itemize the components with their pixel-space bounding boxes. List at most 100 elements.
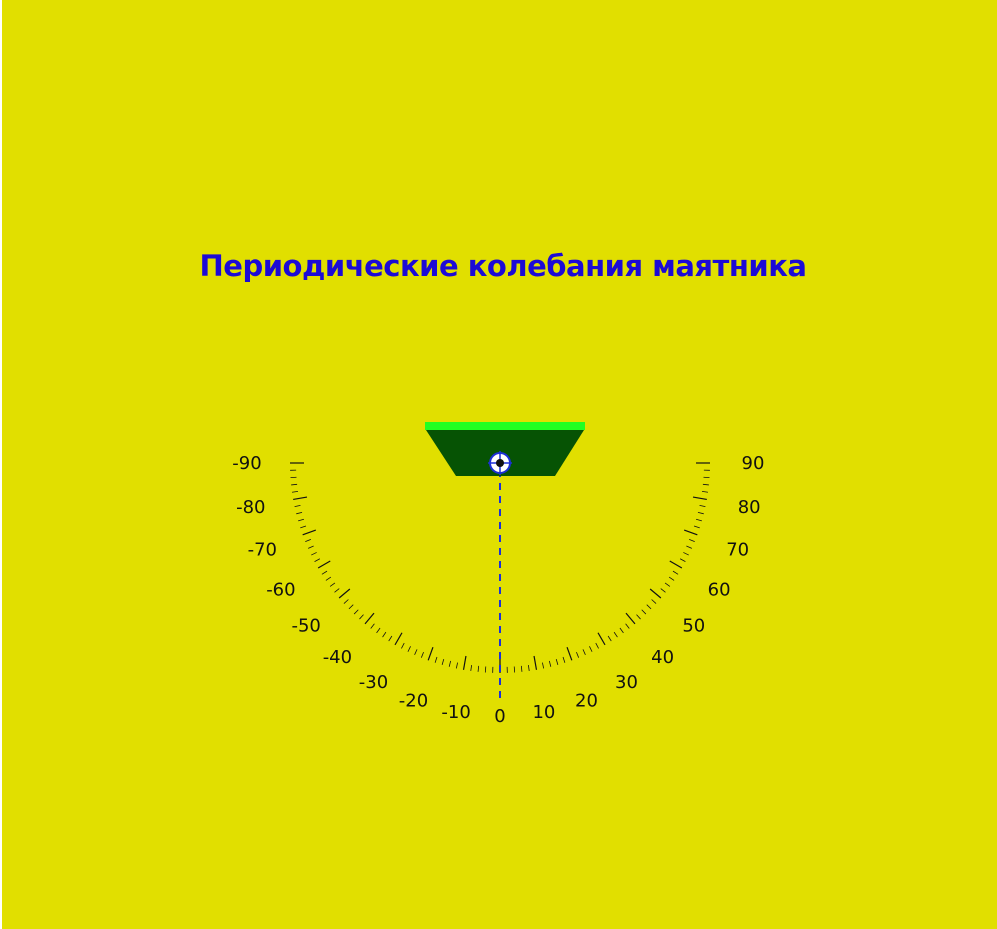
scale-minor-tick	[555, 658, 559, 665]
scale-minor-tick	[636, 614, 641, 620]
scale-label: 60	[708, 580, 731, 601]
scale-major-tick	[293, 496, 308, 501]
scale-minor-tick	[329, 582, 336, 587]
scale-minor-tick	[477, 665, 480, 672]
scale-minor-tick	[699, 505, 706, 508]
scale-label: 40	[651, 647, 674, 668]
scale-minor-tick	[359, 614, 364, 620]
scale-major-tick	[597, 632, 606, 646]
mount-top-bar	[425, 422, 585, 430]
scale-minor-tick	[305, 539, 312, 543]
scale-minor-tick	[613, 631, 618, 638]
scale-major-tick	[302, 529, 317, 536]
scale-minor-tick	[376, 627, 381, 634]
scale-minor-tick	[589, 646, 593, 652]
scale-minor-tick	[701, 490, 709, 493]
page-title: Периодические колебания маятника	[199, 249, 807, 283]
scale-minor-tick	[414, 649, 418, 656]
scale-label: 50	[682, 616, 705, 637]
scale-minor-tick	[434, 656, 438, 663]
scale-major-tick	[566, 646, 573, 661]
scale-minor-tick	[300, 525, 307, 529]
scale-label: -70	[248, 540, 277, 561]
scale-minor-tick	[311, 552, 317, 556]
scale-minor-tick	[651, 599, 657, 604]
scale-minor-tick	[619, 627, 624, 634]
scale-minor-tick	[388, 635, 393, 642]
scale-minor-tick	[348, 604, 354, 610]
scale-label: -50	[291, 616, 320, 637]
scale-minor-tick	[420, 651, 424, 658]
scale-minor-tick	[625, 623, 630, 629]
scale-minor-tick	[353, 609, 359, 615]
scale-minor-tick	[664, 582, 671, 587]
scale-minor-tick	[298, 518, 305, 522]
scale-minor-tick	[334, 588, 340, 593]
angle-scale-labels: -90 -80 -70 -60 -50-40 -30 -20 -10 0 10 20 30 40 5060…	[232, 453, 764, 727]
mount-body	[426, 430, 584, 476]
scale-major-tick	[317, 560, 331, 569]
scale-label: -60	[266, 580, 295, 601]
scale-label: 30	[615, 672, 638, 693]
scale-minor-tick	[688, 539, 695, 543]
scale-label: -40	[323, 647, 352, 668]
scale-minor-tick	[542, 662, 545, 669]
scale-minor-tick	[646, 604, 652, 610]
scale-minor-tick	[325, 576, 332, 581]
scale-minor-tick	[448, 660, 452, 667]
scale-minor-tick	[702, 483, 709, 486]
scale-minor-tick	[607, 635, 612, 642]
scale-minor-tick	[455, 662, 458, 669]
scale-minor-tick	[407, 646, 411, 652]
scale-label: 20	[575, 691, 598, 712]
scale-minor-tick	[291, 483, 298, 486]
scale-label: -10	[441, 702, 470, 723]
scale-major-tick	[364, 612, 375, 625]
scale-major-tick	[427, 646, 434, 661]
scale-minor-tick	[576, 651, 580, 658]
scale-minor-tick	[668, 576, 675, 581]
angle-scale	[290, 462, 710, 673]
scale-major-tick	[462, 655, 467, 670]
scale-minor-tick	[520, 665, 523, 672]
scale-major-tick	[338, 588, 351, 599]
scale-minor-tick	[401, 642, 405, 649]
scale-minor-tick	[693, 525, 700, 529]
scale-minor-tick	[548, 660, 552, 667]
scale-minor-tick	[686, 545, 693, 549]
scale-minor-tick	[314, 558, 321, 562]
scale-label: -20	[399, 691, 428, 712]
scale-minor-tick	[370, 623, 375, 629]
scale-minor-tick	[296, 511, 303, 515]
scale-label: 10	[532, 702, 555, 723]
scale-minor-tick	[343, 599, 349, 604]
scale-minor-tick	[582, 649, 586, 656]
scale-minor-tick	[307, 545, 314, 549]
scale-major-tick	[533, 655, 538, 670]
scale-label: 90	[742, 453, 765, 474]
scale-minor-tick	[291, 490, 299, 493]
scale-minor-tick	[382, 631, 387, 638]
scale-minor-tick	[660, 588, 666, 593]
scale-minor-tick	[672, 570, 679, 575]
scale-minor-tick	[641, 609, 647, 615]
scale-major-tick	[692, 496, 707, 501]
scale-minor-tick	[695, 518, 702, 522]
scale-major-tick	[669, 560, 683, 569]
scale-label: 0	[494, 706, 505, 727]
scale-minor-tick	[679, 558, 686, 562]
scale-minor-tick	[683, 552, 689, 556]
scale-label: -80	[236, 497, 265, 518]
pivot-target-icon[interactable]	[488, 451, 512, 475]
scale-minor-tick	[470, 664, 473, 672]
scale-minor-tick	[294, 505, 301, 508]
scale-minor-tick	[697, 511, 704, 515]
scale-label: -90	[232, 453, 261, 474]
scale-minor-tick	[562, 656, 566, 663]
scale-major-tick	[394, 632, 403, 646]
scale-major-tick	[625, 612, 636, 625]
scale-major-tick	[649, 588, 662, 599]
scale-label: -30	[359, 672, 388, 693]
scale-major-tick	[683, 529, 698, 536]
